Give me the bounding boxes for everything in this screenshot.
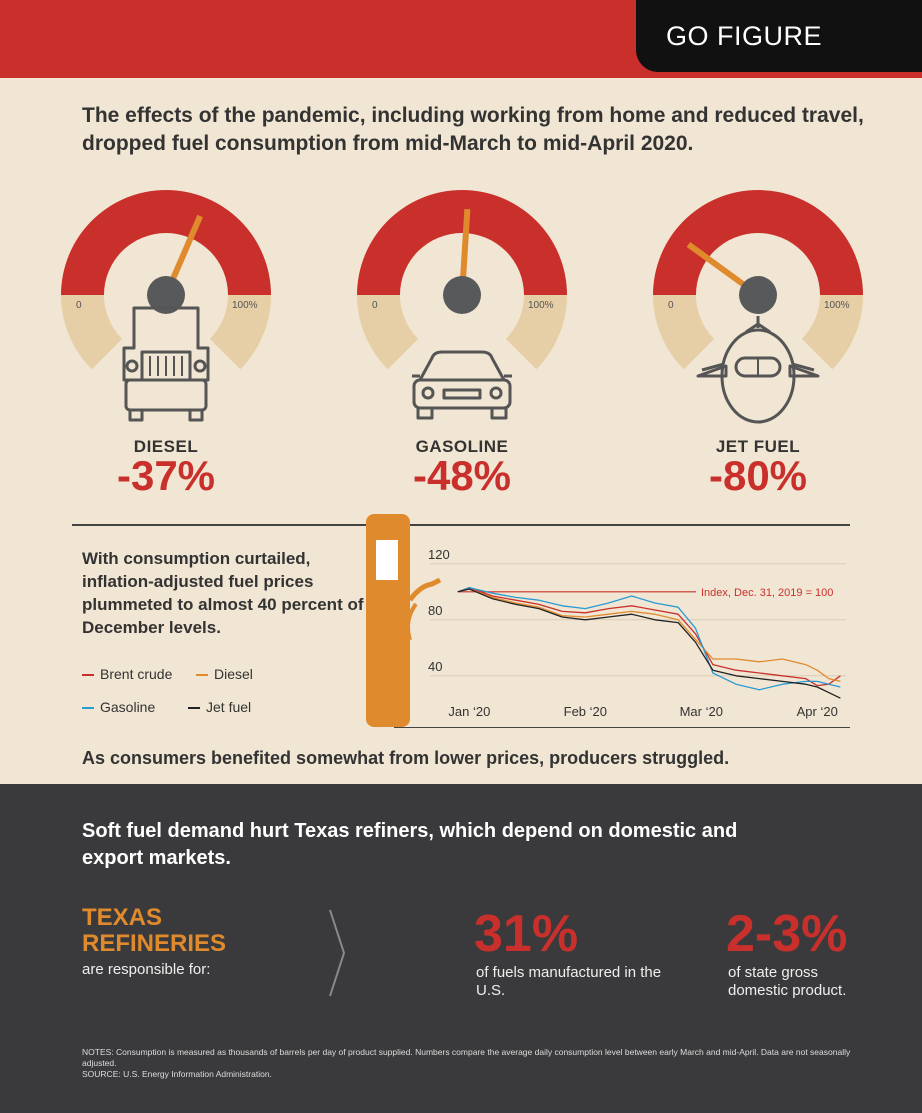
reference-label: Index, Dec. 31, 2019 = 100 (701, 587, 833, 599)
x-tick-label: Feb ‘20 (564, 704, 607, 719)
legend-swatch (188, 707, 200, 710)
chart-description: With consumption curtailed, inflation-ad… (82, 549, 364, 637)
gauge-red-arc (61, 190, 271, 295)
x-tick-label: Apr ‘20 (797, 704, 838, 719)
gauge-beige-arc-left (61, 295, 123, 370)
gauge-hub (147, 276, 185, 314)
gauge-scale-max: 100% (232, 300, 258, 311)
legend-label: Jet fuel (206, 699, 252, 715)
mid-statement: As consumers benefited somewhat from low… (82, 748, 730, 768)
gauge-arrow (201, 239, 225, 265)
notes-text: NOTES: Consumption is measured as thousa… (82, 1047, 851, 1068)
gauge-scale-min: 0 (668, 300, 674, 311)
source-text: SOURCE: U.S. Energy Information Administ… (82, 1069, 272, 1079)
gauge-scale-max: 100% (528, 300, 554, 311)
gauge-beige-arc-right (801, 295, 863, 370)
series-line-diesel (457, 588, 841, 683)
stat-label-fuels: of fuels manufactured in the U.S. (476, 964, 662, 999)
series-line-jet-fuel (457, 588, 841, 699)
x-tick-label: Jan ‘20 (448, 704, 490, 719)
gauge-graphic: 0 100% (357, 190, 567, 420)
legend-label: Brent crude (100, 666, 173, 682)
gauge-beige-arc-left (653, 295, 715, 370)
gauge-diesel: 0 100% DIESEL -37% (56, 190, 276, 510)
chart-baseline (394, 727, 850, 728)
texas-refineries-title: TEXAS REFINERIES (82, 904, 227, 957)
refineries-section (0, 784, 922, 1113)
gauge-arrow (711, 228, 817, 265)
series-line-brent-crude (457, 586, 841, 687)
gauge-hub (739, 276, 777, 314)
legend-item-jet-fuel: Jet fuel (188, 699, 251, 715)
x-tick-label: Mar ‘20 (680, 704, 723, 719)
y-tick-label: 40 (428, 659, 442, 674)
legend-item-diesel: Diesel (196, 666, 253, 682)
stat-value-fuels: 31% (474, 905, 579, 963)
gauge-red-arc (357, 190, 567, 295)
go-figure-badge: GO FIGURE (636, 0, 922, 72)
gauge-percent: -48% (412, 452, 512, 499)
car-icon (412, 350, 512, 420)
legend-swatch (196, 674, 208, 677)
gauge-beige-arc-left (357, 295, 419, 370)
gauge-gasoline: 0 100% GASOLINE -48% (352, 190, 572, 510)
stat-value-gdp: 2-3% (726, 905, 848, 963)
gauge-scale-min: 0 (76, 300, 82, 311)
series-line-gasoline (457, 586, 841, 691)
gauge-label: DIESEL (133, 437, 199, 456)
airplane-icon (696, 316, 820, 424)
gauge-red-arc (653, 190, 863, 295)
legend-swatch (82, 707, 94, 710)
gauge-arrow (477, 230, 521, 265)
refineries-headline: Soft fuel demand hurt Texas refiners, wh… (82, 820, 738, 869)
y-tick-label: 80 (428, 603, 442, 618)
y-tick-label: 120 (428, 547, 450, 562)
truck-icon (122, 306, 210, 422)
gauge-percent: -80% (708, 452, 808, 499)
gauge-arrowhead (194, 232, 203, 240)
legend-item-gasoline: Gasoline (82, 699, 155, 715)
gauge-graphic: 0 100% (653, 190, 863, 424)
gauge-label: GASOLINE (415, 437, 509, 456)
gauge-percent: -37% (116, 452, 216, 499)
gauge-beige-arc-right (209, 295, 271, 370)
gauge-scale-min: 0 (372, 300, 378, 311)
legend-swatch (82, 674, 94, 677)
chevron-right-icon (329, 909, 346, 997)
fuel-pump-icon (366, 514, 442, 727)
gauge-hub (443, 276, 481, 314)
gauge-beige-arc-right (505, 295, 567, 370)
legend-label: Diesel (214, 666, 253, 682)
gauge-graphic: 0 100% (61, 190, 271, 422)
gauge-jet-fuel: 0 100% JET FUEL -80% (648, 190, 868, 510)
section-divider (72, 524, 850, 526)
legend-item-brent: Brent crude (82, 666, 172, 682)
stat-label-gdp: of state gross domestic product. (728, 964, 847, 999)
gauge-scale-max: 100% (824, 300, 850, 311)
gauge-label: JET FUEL (715, 437, 801, 456)
headline: The effects of the pandemic, including w… (82, 104, 864, 155)
notes: NOTES: Consumption is measured as thousa… (82, 1047, 882, 1080)
gauge-arrowhead (704, 247, 713, 256)
legend-label: Gasoline (100, 699, 156, 715)
gauge-arrowhead (469, 225, 478, 234)
texas-refineries-subtitle: are responsible for: (82, 961, 211, 978)
